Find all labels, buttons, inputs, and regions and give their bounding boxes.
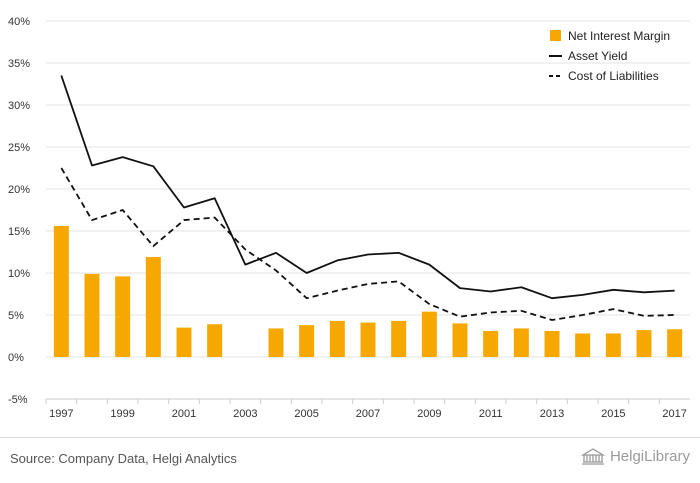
legend-label: Cost of Liabilities: [568, 69, 659, 83]
y-tick-label: 25%: [8, 142, 30, 154]
y-tick-label: 35%: [8, 58, 30, 70]
library-building-icon: [580, 448, 606, 465]
bar-net-interest-margin-2006: [329, 320, 345, 357]
y-tick-label: -5%: [8, 394, 28, 406]
bar-net-interest-margin-2017: [667, 329, 683, 357]
source-text: Source: Company Data, Helgi Analytics: [10, 451, 237, 466]
x-tick-label: 2009: [417, 408, 441, 420]
bar-net-interest-margin-2011: [483, 330, 499, 357]
y-tick-label: 40%: [8, 16, 30, 28]
x-tick-label: 2005: [294, 408, 318, 420]
bar-net-interest-margin-2005: [299, 325, 315, 357]
brand-logo: HelgiLibrary: [580, 447, 690, 465]
x-axis: 1997 1999 2001 2003 2005 2007 2009 2011 2013 2015…: [45, 398, 690, 420]
x-tick-label: 2013: [540, 408, 564, 420]
bar-net-interest-margin-1998: [84, 273, 100, 357]
x-tick-label: 1997: [49, 408, 73, 420]
line-asset-yield: [60, 75, 675, 300]
legend-label: Asset Yield: [568, 49, 627, 63]
x-tick-label: 2003: [233, 408, 257, 420]
bar-net-interest-margin-2008: [391, 320, 407, 357]
line-series: [60, 75, 675, 321]
footer-divider: [0, 437, 700, 438]
bar-net-interest-margin-2001: [176, 327, 192, 357]
x-tick-label: 2015: [601, 408, 625, 420]
bar-net-interest-margin-1997: [53, 225, 69, 357]
y-tick-label: 15%: [8, 226, 30, 238]
y-tick-label: 30%: [8, 100, 30, 112]
bar-net-interest-margin-2015: [605, 333, 621, 357]
bar-net-interest-margin-2016: [636, 330, 652, 357]
bar-net-interest-margin-2010: [452, 323, 468, 357]
bar-net-interest-margin-2000: [145, 257, 161, 357]
y-tick-label: 5%: [8, 310, 24, 322]
x-tick-label: 2001: [172, 408, 196, 420]
bar-net-interest-margin-2009: [421, 311, 437, 357]
y-axis-labels: -5% 0% 5% 10% 15% 20% 25% 30% 35% 40%: [8, 16, 30, 406]
x-tick-label: 2011: [479, 408, 503, 420]
y-tick-label: 20%: [8, 184, 30, 196]
x-tick-label: 2017: [662, 408, 686, 420]
legend-swatch-bar: [550, 30, 561, 41]
bar-net-interest-margin-2013: [544, 330, 560, 357]
legend: Net Interest Margin Asset Yield Cost of Li…: [549, 29, 670, 83]
legend-label: Net Interest Margin: [568, 29, 670, 43]
y-tick-label: 0%: [8, 352, 24, 364]
bar-net-interest-margin-2004: [268, 328, 284, 357]
bar-net-interest-margin-1999: [115, 276, 131, 357]
bar-net-interest-margin-2002: [207, 324, 223, 357]
brand-name: HelgiLibrary: [609, 447, 690, 465]
bar-net-interest-margin-2007: [360, 322, 376, 357]
line-cost-of-liabilities: [60, 167, 675, 321]
y-tick-label: 10%: [8, 268, 30, 280]
bar-net-interest-margin-2012: [513, 328, 529, 357]
bar-net-interest-margin-2014: [575, 333, 591, 357]
x-tick-label: 1999: [110, 408, 134, 420]
bar-series-net-interest-margin: [53, 225, 683, 357]
x-tick-label: 2007: [356, 408, 380, 420]
